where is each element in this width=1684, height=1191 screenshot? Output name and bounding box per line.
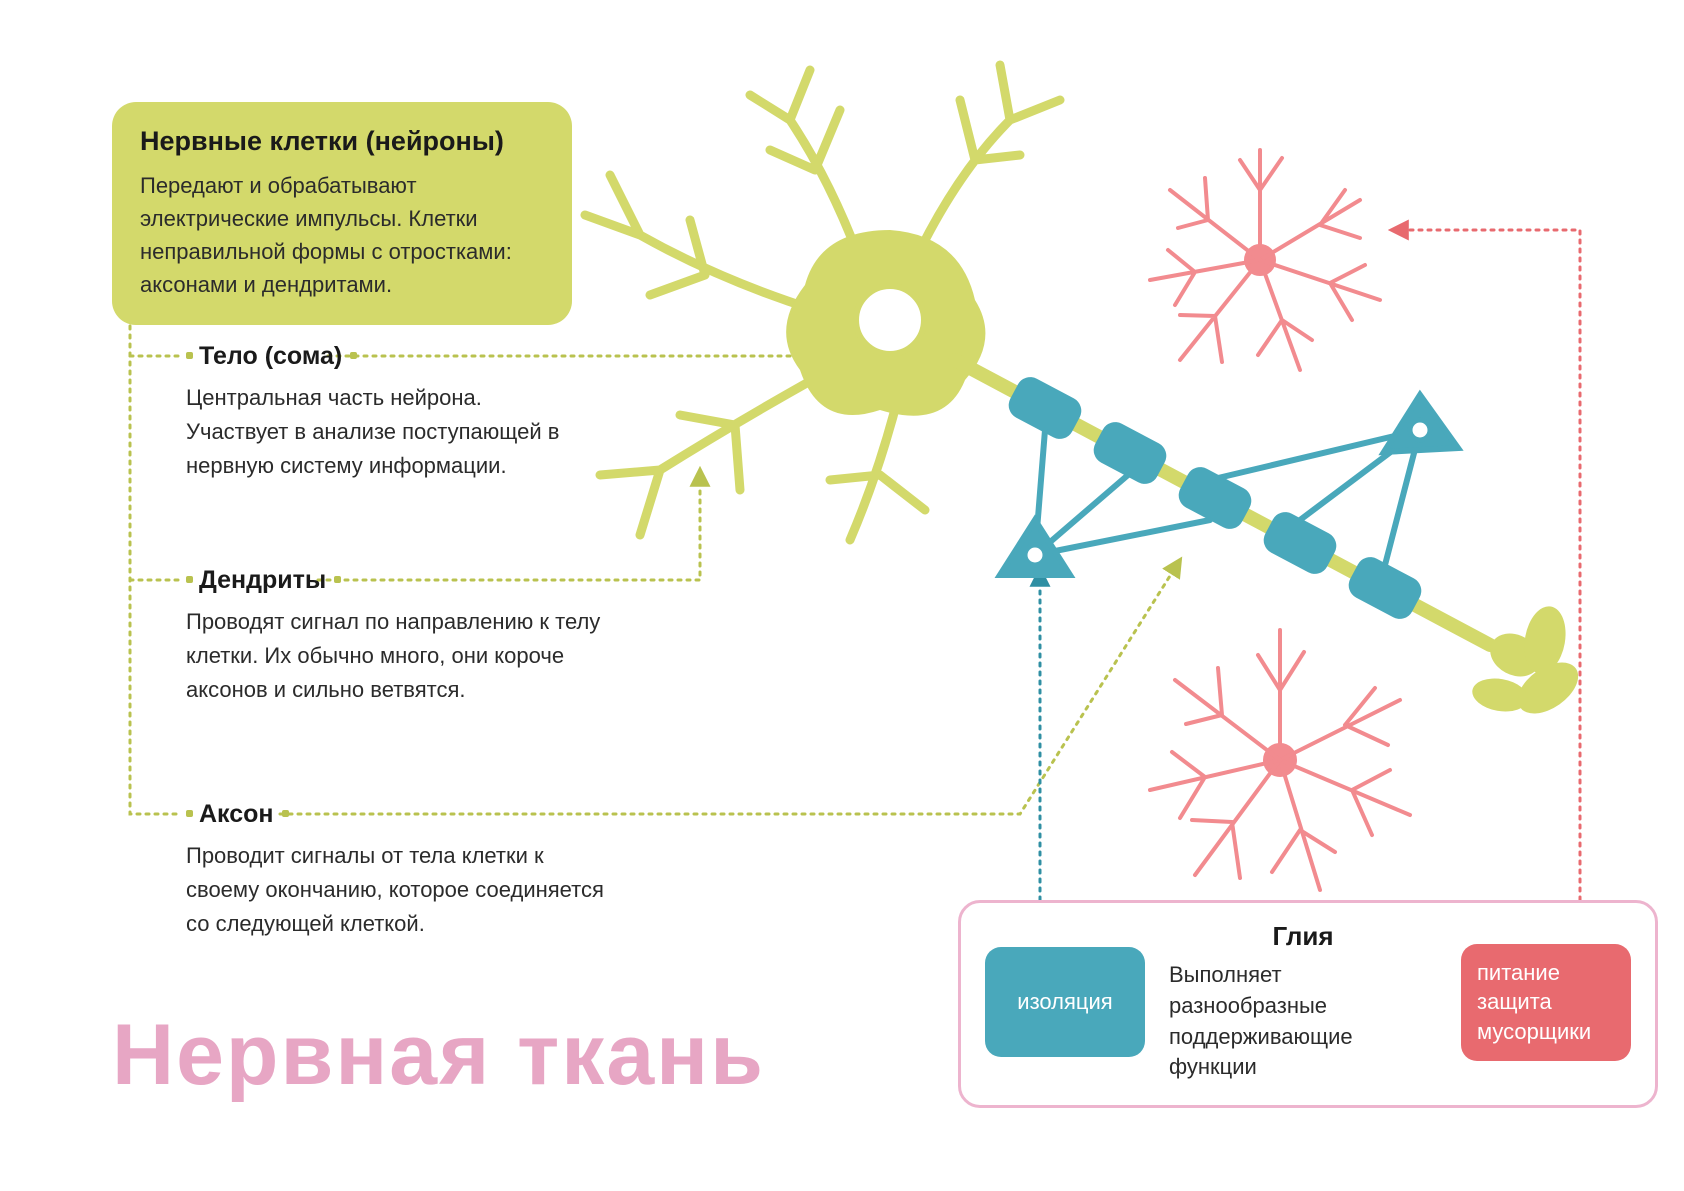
myelin-sheaths (1004, 372, 1426, 624)
oligodendrocyte-1 (1000, 430, 1210, 575)
astrocyte-2 (1150, 630, 1410, 890)
oligodendrocyte-2 (1218, 395, 1458, 565)
neuron-info-title: Нервные клетки (нейроны) (140, 126, 544, 157)
glia-title: Глия (1169, 921, 1437, 952)
glia-chip-functions: питание защита мусорщики (1461, 944, 1631, 1061)
label-axon-title: Аксон (199, 800, 274, 828)
label-soma-title: Тело (сома) (199, 342, 342, 370)
astrocyte-1 (1150, 150, 1380, 370)
label-soma-desc: Центральная часть нейрона. Участвует в а… (186, 381, 586, 483)
glia-desc: Выполняет разнообразные поддерживающие ф… (1169, 960, 1437, 1083)
label-dendrites-desc: Проводят сигнал по направлению к телу кл… (186, 605, 616, 707)
neuron-info-desc: Передают и обрабатывают электрические им… (140, 169, 544, 301)
glia-panel: изоляция Глия Выполняет разнообразные по… (958, 900, 1658, 1108)
page-title: Нервная ткань (112, 1006, 765, 1105)
glia-chip-isolation: изоляция (985, 947, 1145, 1057)
side-rail (130, 290, 180, 814)
label-dendrites-title: Дендриты (199, 566, 326, 594)
neuron-soma (786, 230, 985, 416)
label-axon-desc: Проводит сигналы от тела клетки к своему… (186, 839, 606, 941)
glia-center: Глия Выполняет разнообразные поддерживаю… (1169, 921, 1437, 1083)
neuron-info-box: Нервные клетки (нейроны) Передают и обра… (112, 102, 572, 325)
label-soma: Тело (сома) Центральная часть нейрона. У… (186, 342, 586, 483)
connector-pink (1392, 230, 1580, 900)
leader-dendrites (318, 470, 700, 580)
neuron-illustration (585, 65, 1587, 724)
neuron-axon (955, 360, 1490, 645)
label-dendrites: Дендриты Проводят сигнал по направлению … (186, 566, 616, 707)
label-axon: Аксон Проводит сигналы от тела клетки к … (186, 800, 606, 941)
